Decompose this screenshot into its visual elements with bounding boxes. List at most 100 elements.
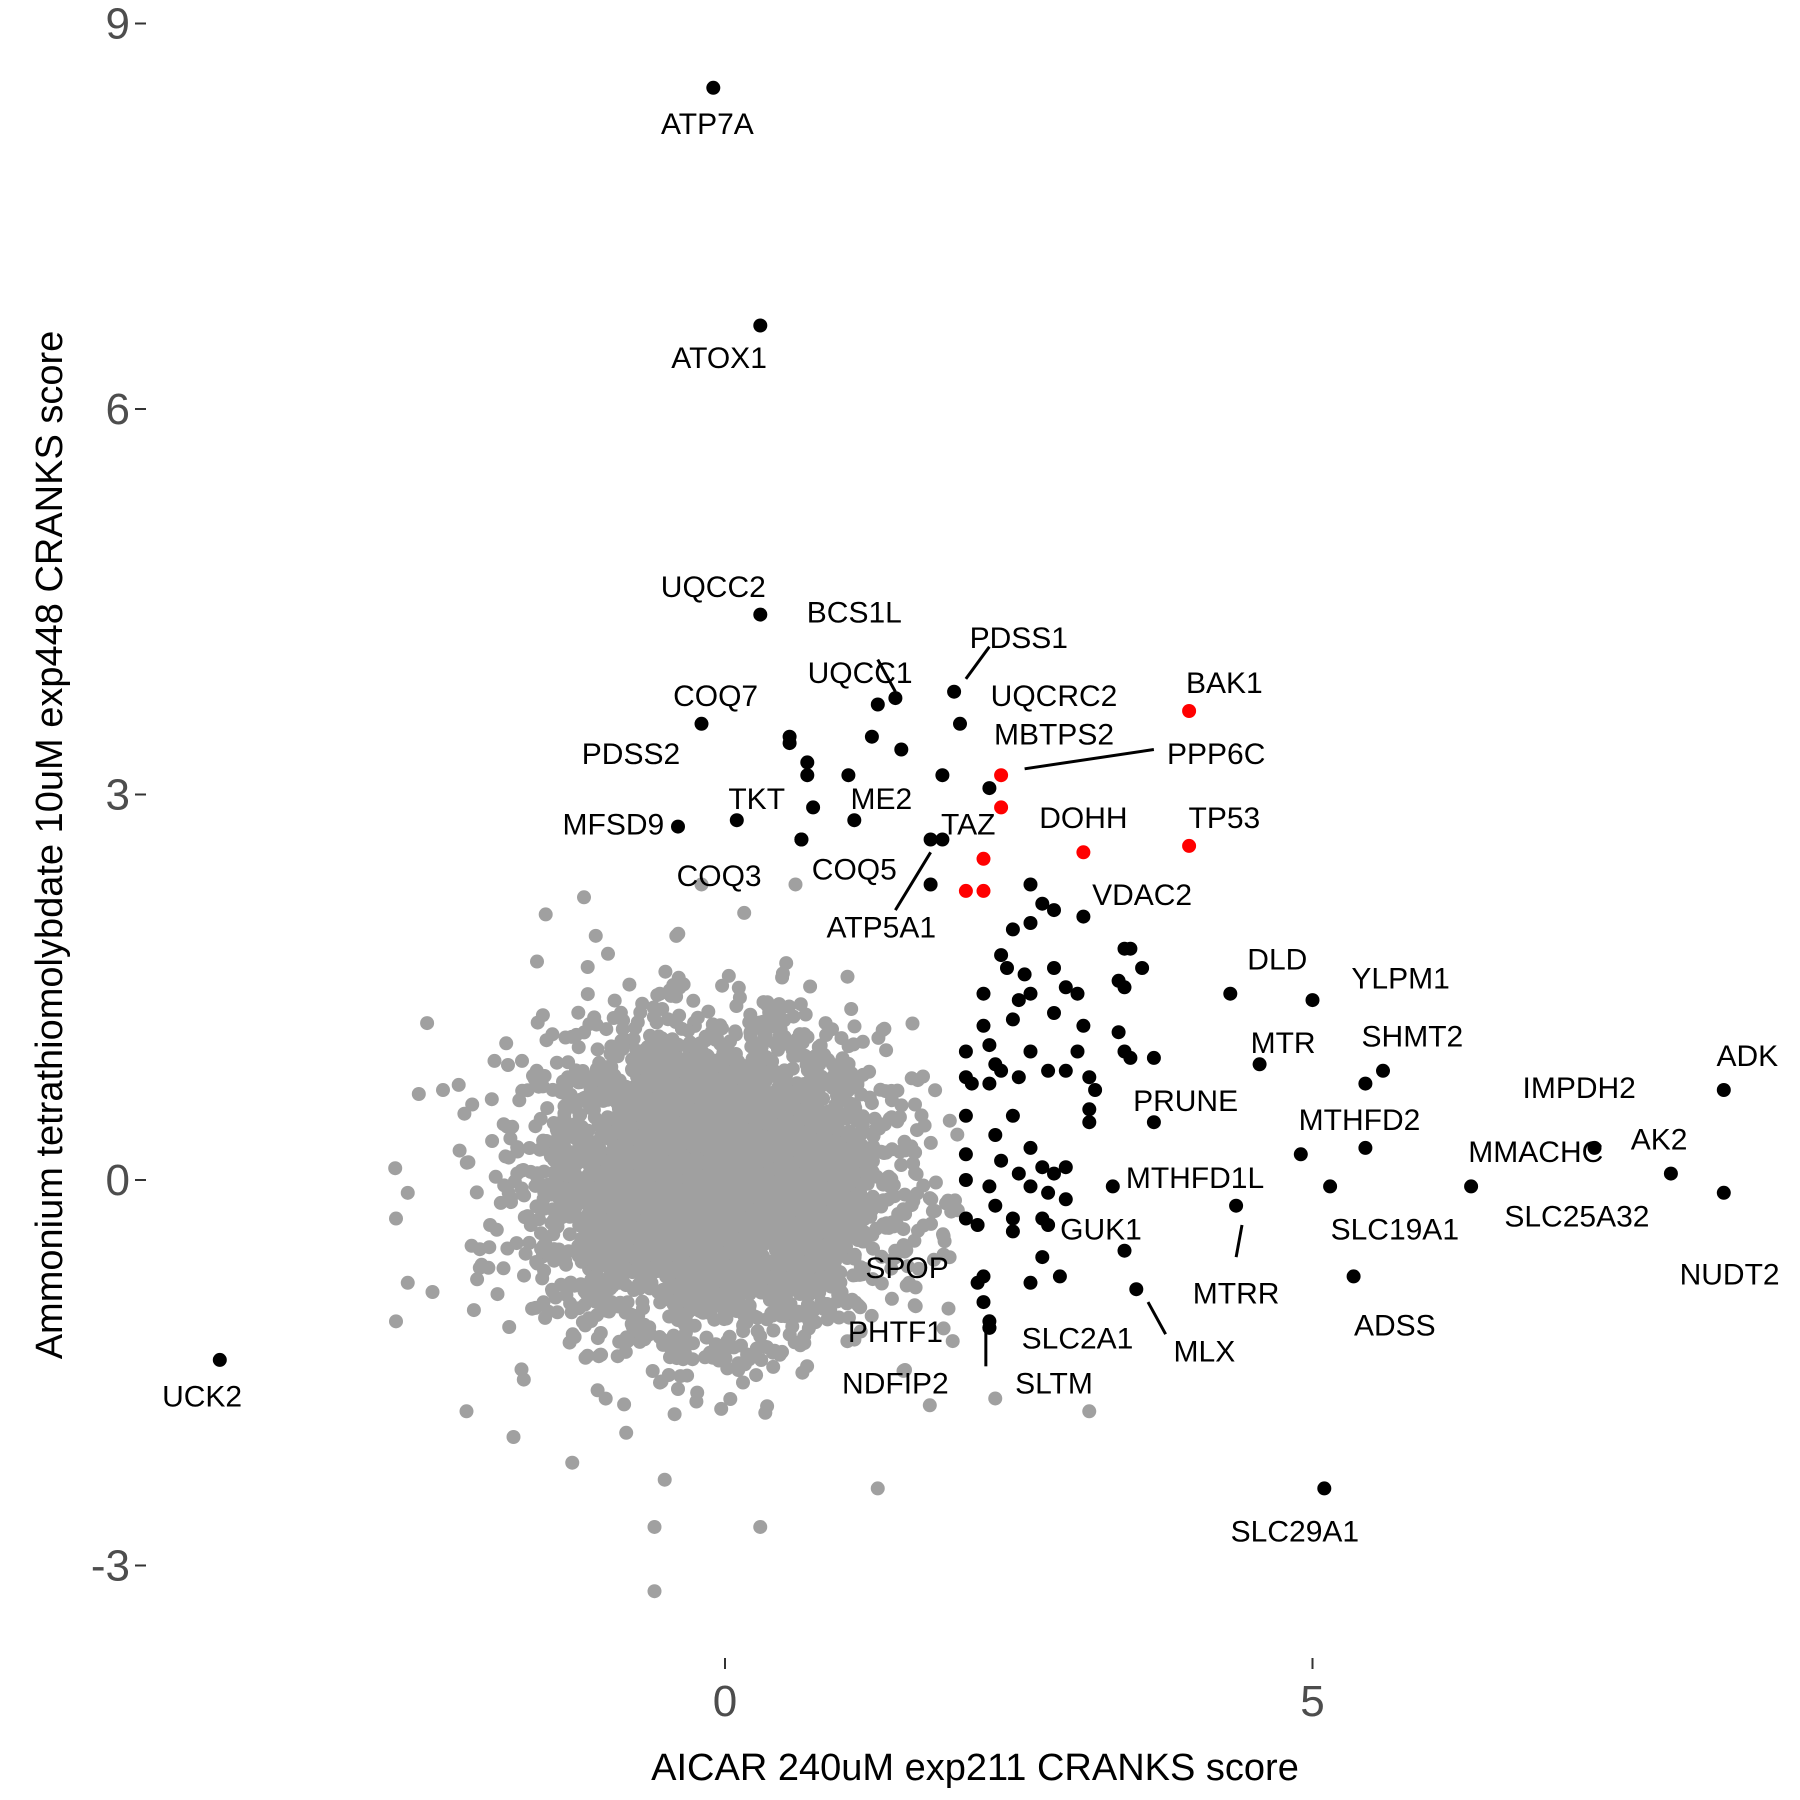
background-point (560, 1190, 575, 1205)
background-point (549, 1220, 564, 1235)
background-point (560, 1076, 575, 1091)
background-point (842, 1124, 857, 1139)
background-point (487, 1053, 502, 1068)
background-point (571, 1040, 586, 1055)
background-point (720, 1361, 735, 1376)
data-point (958, 1108, 973, 1123)
background-point (898, 1207, 913, 1221)
background-point (691, 1077, 706, 1092)
background-point (538, 907, 553, 922)
data-point (958, 1044, 973, 1059)
background-point (781, 1219, 796, 1234)
background-point (400, 1275, 415, 1290)
background-point (783, 1186, 798, 1201)
data-point-impdh2 (1358, 1076, 1373, 1091)
background-point (647, 1584, 662, 1599)
data-point (1035, 896, 1050, 911)
background-point (726, 1286, 741, 1301)
data-point (1047, 1006, 1061, 1020)
background-point (847, 1247, 862, 1262)
data-point (1146, 1050, 1161, 1065)
background-point (800, 1063, 815, 1078)
background-point (928, 1083, 943, 1098)
data-point (1058, 1160, 1073, 1175)
background-point (632, 1281, 647, 1296)
background-points (388, 877, 1097, 1599)
background-point (722, 1172, 736, 1187)
background-point (592, 1055, 607, 1070)
background-point (747, 1036, 762, 1051)
data-point-ppp6c (994, 768, 1009, 783)
background-point (671, 1265, 686, 1280)
background-point (411, 1087, 426, 1101)
data-point (1082, 1115, 1097, 1130)
background-point (792, 1027, 807, 1042)
background-point (753, 1272, 768, 1287)
background-point (683, 1186, 698, 1201)
background-point (922, 1398, 937, 1413)
data-point-adss (1346, 1269, 1361, 1284)
background-point (924, 1216, 938, 1231)
data-point (1005, 922, 1020, 937)
background-point (466, 1303, 481, 1318)
data-point (1041, 1218, 1056, 1232)
background-point (490, 1287, 505, 1302)
background-point (537, 1164, 551, 1179)
point-label-ak2: AK2 (1631, 1123, 1688, 1156)
background-point (720, 1111, 735, 1126)
background-point (908, 1145, 923, 1160)
background-point (752, 1015, 766, 1030)
data-point (1023, 1140, 1038, 1155)
background-point (496, 1261, 511, 1276)
background-point (653, 1375, 667, 1390)
data-point-spop (976, 1269, 991, 1284)
background-point (514, 1181, 529, 1196)
background-point (688, 1121, 702, 1136)
background-point (686, 1229, 701, 1244)
background-point (791, 1253, 806, 1268)
background-point (772, 1028, 787, 1043)
data-point (994, 948, 1009, 963)
data-point-nudt2 (1716, 1185, 1731, 1200)
data-point (982, 781, 997, 796)
background-point (829, 1099, 844, 1114)
background-point (737, 1317, 752, 1332)
data-point (1023, 916, 1038, 930)
background-point (552, 1203, 567, 1218)
background-point (878, 1084, 893, 1099)
background-point (541, 1304, 556, 1319)
background-point (658, 964, 673, 979)
data-point-ak2 (1663, 1166, 1678, 1181)
data-point-uqcc1 (870, 697, 885, 712)
background-point (736, 1375, 750, 1390)
data-point-uck2 (212, 1352, 227, 1367)
background-point (489, 1222, 504, 1237)
background-point (770, 1096, 785, 1111)
background-point (914, 1108, 929, 1123)
background-point (666, 1237, 681, 1252)
background-point (605, 1257, 620, 1272)
background-point (607, 993, 622, 1008)
data-point (1011, 1166, 1026, 1181)
background-point (840, 1173, 855, 1188)
background-point (703, 1207, 718, 1222)
background-point (601, 1131, 616, 1146)
point-label-adk: ADK (1716, 1040, 1778, 1073)
background-point (436, 1083, 450, 1098)
data-point (958, 1147, 973, 1162)
x-axis-title: AICAR 240uM exp211 CRANKS score (651, 1747, 1299, 1789)
background-point (715, 978, 730, 993)
background-point (788, 877, 803, 892)
data-point (1088, 1083, 1103, 1097)
data-point-mlx (1129, 1282, 1144, 1297)
data-point-adk (1716, 1083, 1731, 1097)
point-label-atp7a: ATP7A (661, 108, 754, 141)
background-point (388, 1161, 403, 1176)
point-label-uck2: UCK2 (162, 1380, 242, 1413)
background-point (558, 1030, 573, 1045)
background-point (841, 1310, 856, 1325)
data-point (1023, 1179, 1038, 1194)
background-point (759, 1051, 774, 1066)
background-point (642, 1325, 657, 1340)
background-point (944, 1204, 959, 1219)
